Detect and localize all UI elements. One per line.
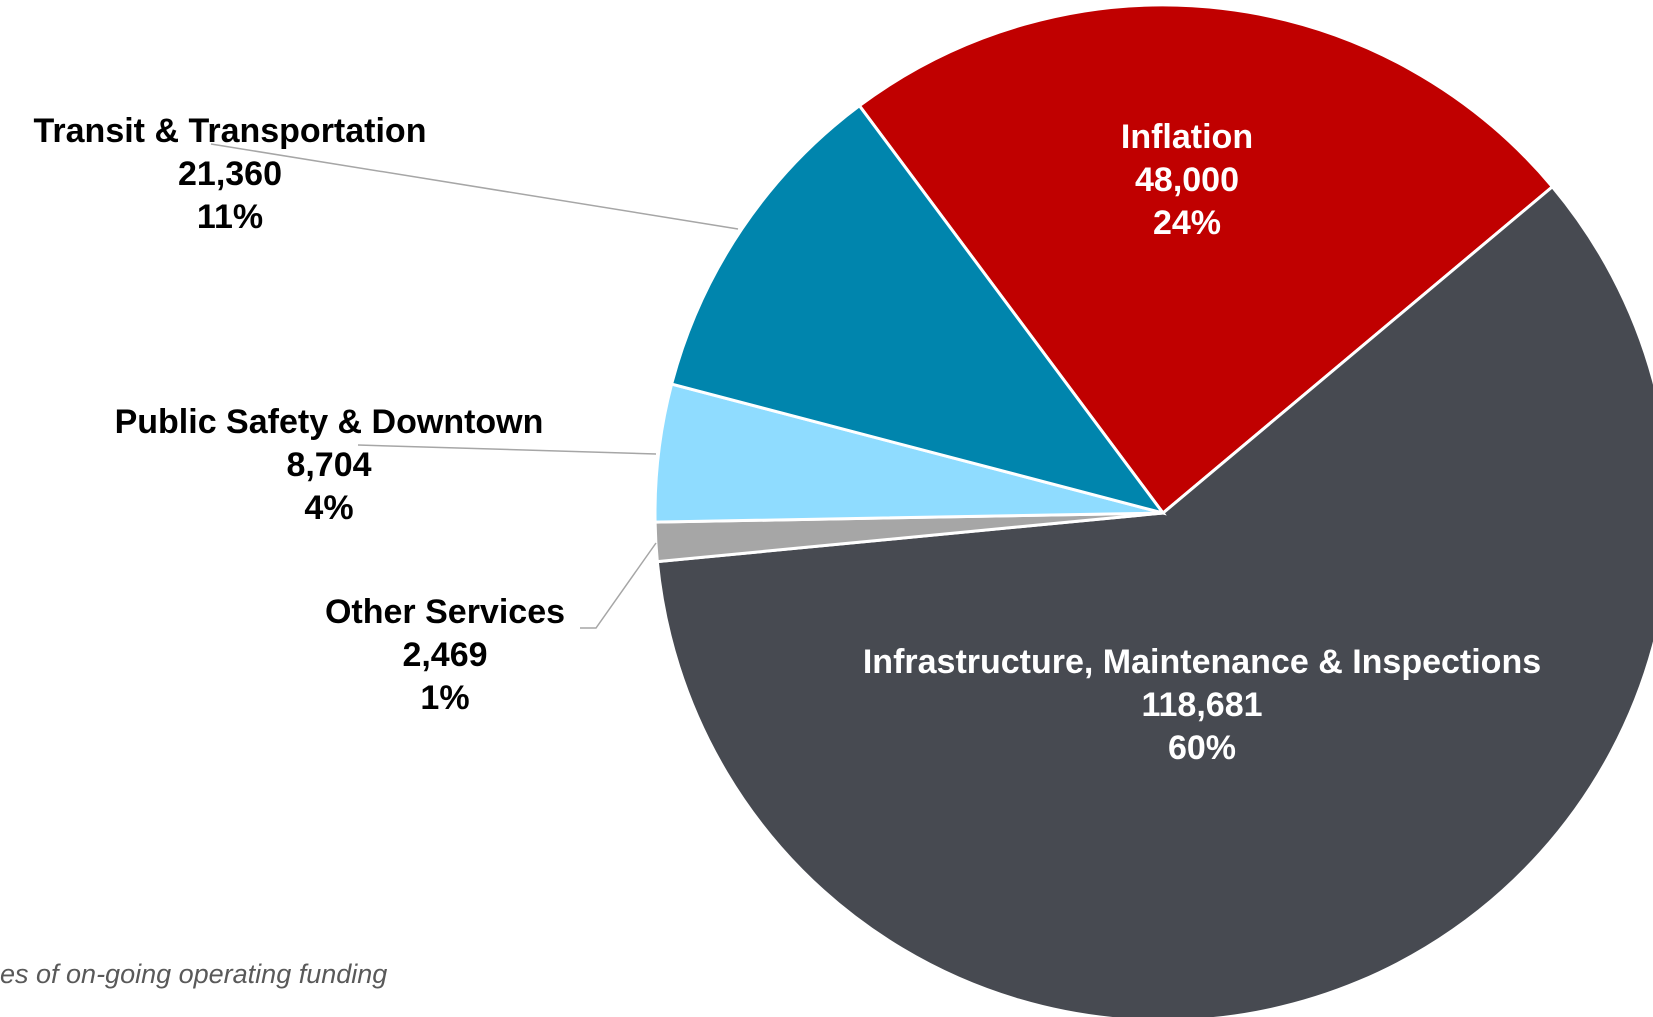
leader-line (580, 542, 657, 629)
percent-label: 24% (1153, 204, 1221, 242)
leader-line (357, 444, 657, 455)
pie-slice (857, 3, 1555, 516)
value-label: 2,469 (402, 636, 487, 674)
pie-slice (655, 184, 1653, 1017)
value-label: 48,000 (1135, 161, 1239, 199)
slice-label: Other Services (325, 593, 565, 631)
slice-label: Transit & Transportation (34, 112, 427, 150)
percent-label: 11% (197, 198, 263, 236)
value-label: 118,681 (1141, 686, 1262, 724)
value-label: 21,360 (178, 155, 282, 193)
percent-label: 60% (1168, 729, 1236, 767)
percent-label: 4% (304, 489, 353, 527)
slice-label: Public Safety & Downtown (115, 403, 544, 441)
slice-label: Infrastructure, Maintenance & Inspection… (863, 643, 1541, 681)
leader-line (210, 143, 739, 230)
pie (653, 3, 1653, 1017)
pie-slice (669, 103, 1167, 516)
value-label: 8,704 (286, 446, 371, 484)
percent-label: 1% (420, 679, 469, 717)
slice-label: Inflation (1121, 118, 1253, 156)
footnote: es of on-going operating funding (0, 959, 387, 989)
